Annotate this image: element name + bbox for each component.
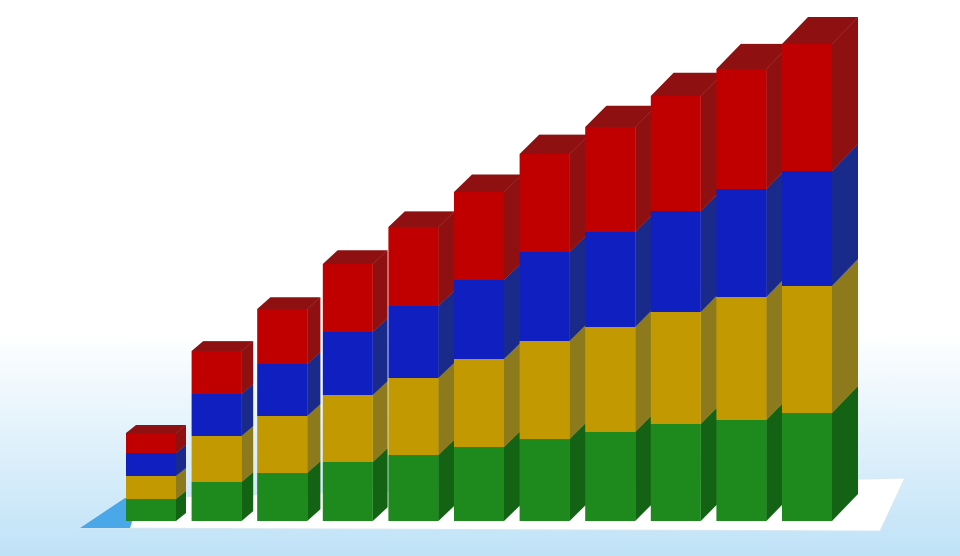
bar-segment [322,264,373,332]
bar-top [388,211,455,227]
bar-side [569,134,590,252]
bar-segment [454,280,504,359]
bar-segment [585,432,636,521]
bar-side [372,381,388,462]
bar-side [832,259,858,413]
bar-segment [257,416,308,473]
bar-segment [388,227,439,306]
bar-segment [519,252,570,341]
bar-segment [322,332,373,395]
bar-segment [126,453,176,476]
bar-segment [585,327,636,432]
bar-top [585,105,657,127]
bar-segment [585,127,636,232]
bar-side [504,262,522,359]
bar-side [832,386,858,521]
bar-segment [257,473,308,521]
bar-side [307,352,321,416]
bar-side [504,429,522,521]
bar-side [241,426,254,482]
bar-segment [519,154,570,252]
bar-segment [191,394,242,436]
bar-side [372,250,388,332]
bar-top [191,341,254,351]
bar-segment [257,364,308,416]
bar-side [372,448,388,521]
bar-side [241,341,254,394]
bar-side [307,404,321,473]
bar-side [241,472,254,521]
bar-segment [191,482,242,521]
bar-side [504,174,522,280]
bar-side [569,321,590,439]
bar-segment [519,439,570,521]
bar-segment [585,232,636,327]
bar-side [832,17,858,171]
bar-top [126,425,186,433]
bar-segment [126,499,176,521]
bar-segment [650,96,701,211]
bar-segment [782,286,832,413]
bar-segment [716,69,767,189]
bar-segment [322,395,373,462]
bar-side [438,211,455,306]
bar-segment [191,351,242,394]
bar-side [176,491,186,521]
floor-edge [80,498,140,528]
bar-side [438,290,455,378]
bar-top [716,43,791,69]
bar-side [372,318,388,395]
bar-top [650,72,724,96]
bar-segment [454,192,504,280]
bar-segment [322,462,373,521]
bar-segment [716,189,767,297]
bar-top [322,250,388,264]
bar-side [176,468,186,499]
bar-segment [650,211,701,312]
bar-side [241,384,254,436]
bar-side [569,232,590,341]
bars [126,17,858,521]
bar-segment [519,341,570,439]
bar-top [257,297,321,309]
bar-side [176,425,186,453]
bar-side [438,439,455,521]
bar-side [307,461,321,521]
bar-segment [782,44,832,171]
bar-segment [650,312,701,424]
bar-top [782,17,858,44]
bar-segment [388,306,439,378]
bar-segment [388,378,439,455]
bar-segment [191,436,242,482]
bar-segment [716,297,767,420]
bar-segment [257,309,308,364]
bar-segment [782,171,832,286]
bar-segment [388,455,439,521]
bar-segment [782,413,832,521]
bar-segment [454,447,504,521]
bar-segment [716,420,767,521]
bar-side [438,362,455,455]
bar-side [832,144,858,286]
bar-side [569,419,590,521]
bar-side [176,445,186,476]
bar-top [454,174,522,192]
bar-segment [454,359,504,447]
bar-segment [126,433,176,453]
bar-side [307,297,321,364]
bar-segment [650,424,701,521]
bar-top [519,134,590,154]
bar-segment [126,476,176,499]
bar-side [504,341,522,447]
